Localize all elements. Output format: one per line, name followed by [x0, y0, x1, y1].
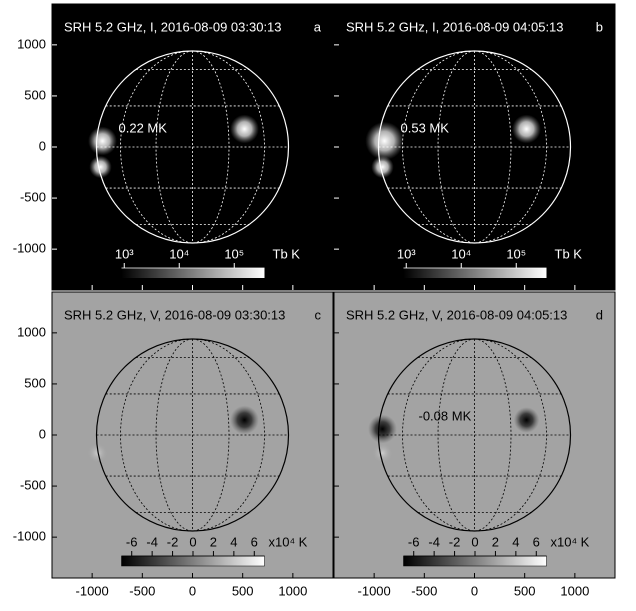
panel-letter: b: [596, 19, 603, 34]
colorbar-tick-label: 0: [189, 534, 196, 549]
solar-limb: [377, 50, 572, 244]
y-tick-label: -500: [20, 190, 46, 205]
colorbar-unit: x10⁴ K: [269, 534, 308, 549]
source: [513, 407, 540, 433]
colorbar-tick-label: 10³: [397, 246, 416, 261]
colorbar-tick-label: 2: [492, 534, 499, 549]
panel-title: SRH 5.2 GHz, V, 2016-08-09 03:30:13: [64, 307, 285, 322]
colorbar-tick-label: 10⁵: [506, 246, 526, 261]
colorbar-tick-label: 0: [471, 534, 478, 549]
y-tick-label: -1000: [13, 529, 46, 544]
colorbar-tick-label: 10⁴: [169, 246, 189, 261]
y-tick-label: 1000: [17, 36, 46, 51]
x-tick-label: 0: [471, 583, 478, 598]
source: [371, 155, 394, 179]
panel-title: SRH 5.2 GHz, I, 2016-08-09 03:30:13: [64, 19, 282, 34]
source: [87, 443, 108, 463]
source: [512, 114, 541, 144]
colorbar-tick-label: 6: [533, 534, 540, 549]
colorbar-unit: Tb K: [273, 246, 301, 261]
colorbar-tick-label: 4: [512, 534, 519, 549]
solar-limb: [95, 338, 290, 532]
meridian: [437, 50, 475, 244]
panel: SRH 5.2 GHz, I, 2016-08-09 03:30:13 a 0.22…: [13, 3, 334, 291]
meridian: [437, 338, 475, 532]
panel: SRH 5.2 GHz, I, 2016-08-09 04:05:13 b 0.53…: [333, 3, 616, 291]
colorbar: [403, 555, 547, 567]
colorbar-tick-label: 4: [230, 534, 237, 549]
x-tick-label: 0: [189, 583, 196, 598]
colorbar-unit: x10⁴ K: [551, 534, 590, 549]
meridian: [192, 338, 265, 532]
colorbar-tick-label: 10⁵: [224, 246, 244, 261]
colorbar-tick-label: -6: [408, 534, 420, 549]
meridian: [474, 50, 547, 244]
x-tick-label: 500: [232, 583, 254, 598]
panel-title: SRH 5.2 GHz, I, 2016-08-09 04:05:13: [346, 19, 564, 34]
y-tick-label: 1000: [17, 324, 46, 339]
y-tick-label: -500: [20, 478, 46, 493]
source: [230, 114, 259, 144]
y-tick-label: -1000: [13, 241, 46, 256]
x-tick-label: -500: [129, 583, 155, 598]
x-tick-label: 1000: [278, 583, 307, 598]
meridian: [155, 50, 193, 244]
source: [88, 126, 117, 156]
x-tick-label: 500: [514, 583, 536, 598]
x-tick-label: -1000: [358, 583, 391, 598]
colorbar-tick-label: -2: [167, 534, 179, 549]
panel-letter: c: [315, 307, 322, 322]
y-tick-label: 500: [24, 375, 46, 390]
y-tick-label: 500: [24, 87, 46, 102]
panel-title: SRH 5.2 GHz, V, 2016-08-09 04:05:13: [346, 307, 567, 322]
colorbar-tick-label: -2: [449, 534, 461, 549]
meridian: [192, 50, 265, 244]
solar-limb: [95, 50, 290, 244]
annotation: 0.22 MK: [119, 120, 168, 135]
colorbar-tick-label: -6: [126, 534, 138, 549]
colorbar-tick-label: 10³: [115, 246, 134, 261]
solar-limb: [377, 338, 572, 532]
colorbar-tick-label: 6: [251, 534, 258, 549]
colorbar-tick-label: -4: [146, 534, 158, 549]
y-tick-label: 0: [39, 138, 46, 153]
colorbar-tick-label: 10⁴: [451, 246, 471, 261]
source: [368, 414, 397, 444]
colorbar: [403, 268, 547, 278]
panel-letter: d: [596, 307, 603, 322]
colorbar-tick-label: 2: [210, 534, 217, 549]
meridian: [474, 338, 547, 532]
panel: SRH 5.2 GHz, V, 2016-08-09 03:30:13 c -6 -4…: [13, 291, 334, 598]
x-tick-label: 1000: [560, 583, 589, 598]
colorbar-tick-label: -4: [428, 534, 440, 549]
colorbar-unit: Tb K: [555, 246, 583, 261]
y-tick-label: 0: [39, 426, 46, 441]
source: [365, 121, 404, 161]
source: [230, 405, 259, 435]
panel: SRH 5.2 GHz, V, 2016-08-09 04:05:13 d -0.0…: [333, 291, 616, 598]
source: [372, 443, 393, 463]
panel-letter: a: [314, 19, 322, 34]
annotation: 0.53 MK: [401, 120, 450, 135]
colorbar: [121, 555, 265, 567]
meridian: [155, 338, 193, 532]
x-tick-label: -1000: [76, 583, 109, 598]
colorbar: [121, 268, 265, 278]
x-tick-label: -500: [411, 583, 437, 598]
source: [89, 155, 112, 179]
annotation: -0.08 MK: [419, 408, 472, 423]
